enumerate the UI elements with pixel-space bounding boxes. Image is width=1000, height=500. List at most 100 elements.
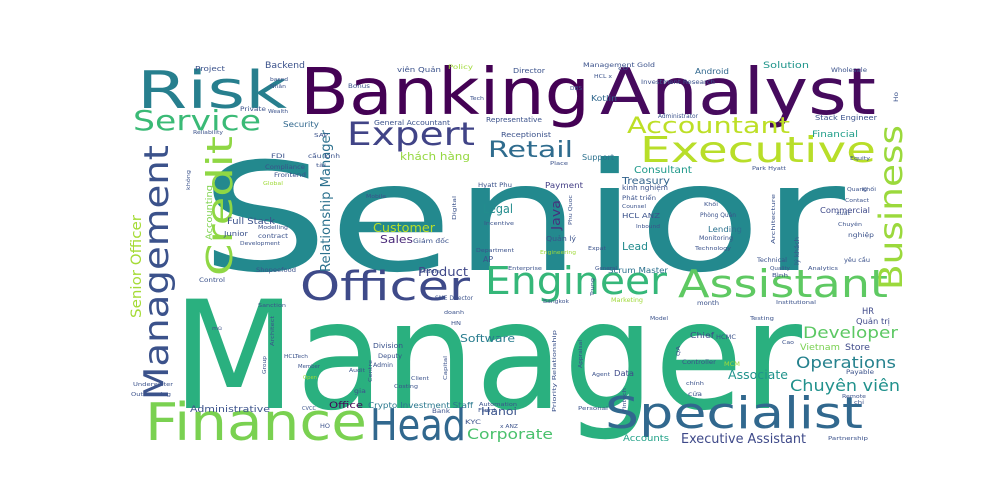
word-operations: Operations: [796, 353, 896, 372]
word-administrator: Administrator: [658, 113, 699, 120]
word-shopeefood: Shopeefood: [256, 267, 296, 274]
word-giam-doc: Giám đốc: [413, 238, 449, 245]
word-khong: không: [185, 170, 192, 190]
word-corporate: Corporate: [467, 427, 553, 443]
word-product: Product: [418, 265, 468, 279]
word-lead: Lead: [622, 240, 648, 253]
word-relationship-manager: Relationship Manager: [319, 129, 334, 272]
word-inbound: Inbound: [636, 224, 660, 230]
word-ap: AP: [483, 255, 493, 264]
word-vien-quan: viên Quản: [397, 66, 441, 74]
word-general: General: [595, 266, 617, 272]
word-hcmc: HCMC: [716, 334, 736, 341]
word-management: Management: [137, 145, 177, 400]
word-hanoi: Hanoi: [481, 405, 517, 418]
word-department: Department: [476, 248, 514, 254]
word-quan-tri: Quản trị: [856, 316, 890, 327]
word-service: Service: [133, 104, 261, 137]
word-tai: tài: [316, 162, 326, 169]
word-digital: Digital: [452, 196, 458, 220]
word-admin: Admin: [373, 362, 393, 369]
word-ho: Ho: [893, 92, 900, 102]
word-crypto-investment-staff: Crypto Investment Staff: [368, 401, 474, 410]
word-equity: Equity: [850, 156, 870, 162]
word-business: Business: [872, 125, 910, 290]
word-junior: Junior: [223, 230, 248, 238]
word-control: Control: [199, 277, 225, 284]
word-qa: QA: [676, 345, 682, 356]
word-analyst: Analyst: [600, 56, 876, 130]
word-monitoring: Monitoring: [699, 235, 733, 242]
word-chi: chỉ: [854, 399, 865, 406]
word-contract: contract: [258, 233, 289, 240]
word-technical: Technical: [756, 257, 787, 264]
word-contact: Contact: [845, 198, 869, 204]
word-deputy: Deputy: [378, 353, 402, 360]
word-private: Private: [240, 106, 266, 113]
word-personal: Personal: [578, 406, 608, 412]
word-marketing: Marketing: [611, 297, 643, 304]
word-mobile: Mobile: [366, 194, 386, 200]
word-hcl-x: HCL x: [594, 74, 612, 80]
word-architect: Architect: [270, 316, 276, 346]
word-capital: Capital: [443, 356, 449, 380]
word-manager: Manager: [172, 270, 802, 444]
word-gia: gia: [354, 388, 366, 395]
word-chief: Chief: [690, 331, 714, 340]
word-accounting: Accounting: [205, 185, 215, 240]
word-phat-trien: Phát triển: [622, 195, 656, 202]
word-underwriter: Underwriter: [133, 382, 174, 388]
word-backend: Backend: [265, 61, 305, 71]
word-cvcc: CVCC: [302, 406, 316, 412]
word-scrum-master: Scrum Master: [608, 266, 669, 275]
word-fintech: Fintech: [622, 388, 628, 412]
word-controller: Controller: [682, 359, 717, 366]
word-mcm: MCM: [724, 361, 740, 368]
word-analytics: Analytics: [808, 266, 839, 272]
word-x-anz: x ANZ: [500, 424, 519, 430]
word-nhan: Nhân: [270, 83, 286, 90]
word-bonus: Bonus: [348, 83, 370, 90]
word-stack-engineer: Stack Engineer: [815, 114, 877, 122]
word-development: Development: [240, 241, 280, 247]
word-modelling: Modelling: [258, 225, 288, 231]
word-ly-khach: lý khách: [794, 237, 801, 265]
word-policy: Policy: [448, 64, 474, 71]
word-senior: Senior: [200, 132, 845, 306]
word-director: Director: [513, 67, 545, 75]
word-partnership: Partnership: [828, 436, 868, 442]
word-kotlin: Kotlin: [591, 94, 617, 103]
word-vietnam: Vietnam: [800, 343, 840, 353]
word-enterprise: Enterprise: [508, 266, 542, 272]
word-office: Office: [329, 401, 364, 411]
word-accounts: Accounts: [623, 434, 669, 444]
word-month: month: [697, 300, 719, 307]
word-management-gold: Management Gold: [583, 62, 655, 69]
word-group: Group: [262, 356, 268, 374]
word-quality: Quality: [770, 266, 790, 272]
word-counsel: Counsel: [622, 204, 646, 210]
word-khoi: Khối: [704, 201, 718, 208]
word-java: Java: [549, 200, 563, 231]
word-khach-hang: khách hàng: [400, 150, 470, 163]
word-binh: Bình: [772, 272, 788, 279]
word-institutional: Institutional: [776, 300, 816, 306]
word-specialist: Specialist: [605, 388, 863, 439]
word-park-hyatt: Park Hyatt: [752, 166, 786, 172]
word-lending: Lending: [708, 225, 742, 234]
word-sanction: Sanction: [258, 303, 286, 309]
word-dbs: DBS: [570, 86, 582, 92]
word-compliance: Compliance: [265, 164, 305, 171]
word-sales: Sales: [380, 233, 413, 246]
word-support: Support: [582, 153, 614, 162]
word-place: Place: [550, 161, 568, 167]
word-open: Open: [303, 375, 317, 381]
word-doanh: doanh: [444, 310, 464, 316]
word-hcltech: HCLTech: [284, 354, 308, 360]
word-based: based: [270, 77, 288, 83]
word-sme-director: SME Director: [435, 295, 474, 302]
word-data: Data: [614, 369, 634, 378]
word-risk: Risk: [137, 61, 287, 121]
word-front: Front: [478, 408, 496, 414]
